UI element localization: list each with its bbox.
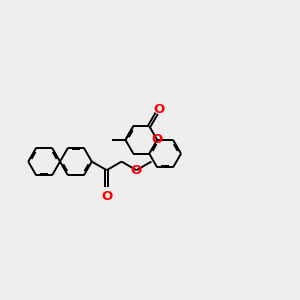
Text: O: O bbox=[152, 134, 163, 146]
Text: O: O bbox=[101, 190, 112, 203]
Text: O: O bbox=[131, 164, 142, 177]
Text: O: O bbox=[153, 103, 165, 116]
